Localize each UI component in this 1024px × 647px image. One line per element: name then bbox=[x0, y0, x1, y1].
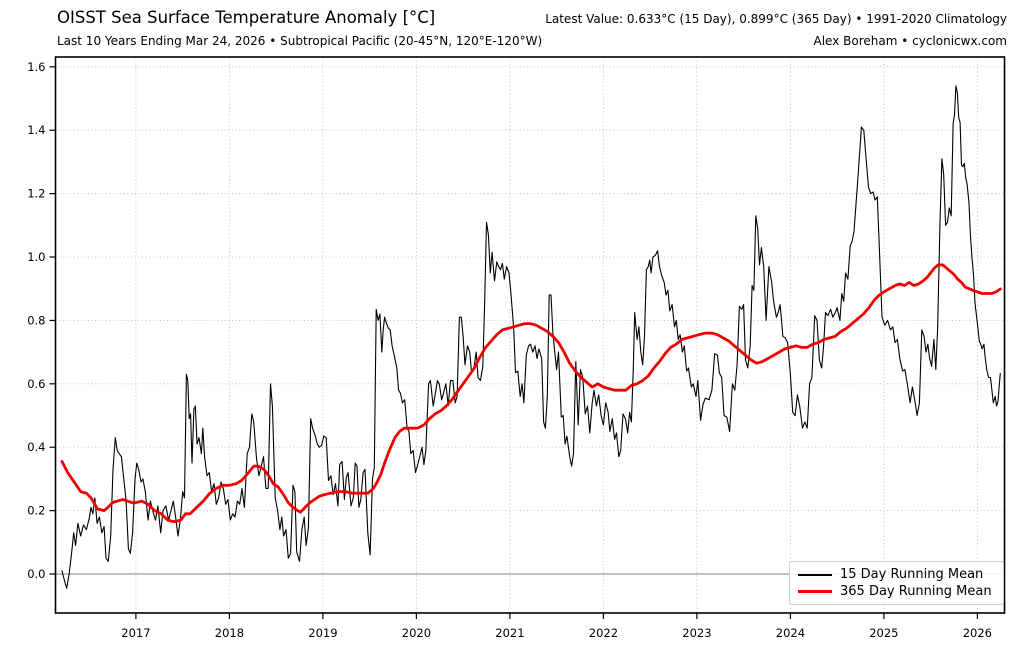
y-tick-label: 0.4 bbox=[27, 440, 45, 454]
legend-label-15-day: 15 Day Running Mean bbox=[840, 567, 984, 582]
legend: 15 Day Running Mean 365 Day Running Mean bbox=[789, 561, 1004, 605]
red-line-swatch bbox=[798, 589, 832, 594]
legend-label-365-day: 365 Day Running Mean bbox=[840, 584, 992, 599]
legend-item-15-day: 15 Day Running Mean bbox=[798, 567, 995, 582]
y-tick-label: 0.2 bbox=[27, 504, 45, 518]
x-tick-label: 2022 bbox=[589, 626, 618, 640]
credit-text: Alex Boreham • cyclonicwx.com bbox=[813, 34, 1007, 48]
x-tick-label: 2017 bbox=[121, 626, 150, 640]
x-tick-label: 2025 bbox=[869, 626, 898, 640]
axis-tick-labels: 2017 2018 2019 2020 2021 2022 2023 2024 2025 2026… bbox=[27, 60, 992, 640]
x-tick-label: 2020 bbox=[402, 626, 431, 640]
x-tick-label: 2019 bbox=[308, 626, 337, 640]
y-tick-label: 0.8 bbox=[27, 313, 45, 327]
axis-ticks bbox=[49, 66, 978, 619]
legend-item-365-day: 365 Day Running Mean bbox=[798, 584, 995, 599]
latest-value-text: Latest Value: 0.633°C (15 Day), 0.899°C … bbox=[545, 12, 1007, 26]
y-tick-label: 1.6 bbox=[27, 60, 45, 74]
y-tick-label: 0.0 bbox=[27, 567, 45, 581]
y-tick-label: 1.4 bbox=[27, 123, 45, 137]
y-tick-label: 1.0 bbox=[27, 250, 45, 264]
plot-frame bbox=[54, 56, 1006, 614]
x-tick-label: 2024 bbox=[776, 626, 805, 640]
black-line-swatch bbox=[798, 573, 832, 576]
series-line-15-day bbox=[61, 85, 1001, 589]
chart-subtitle: Last 10 Years Ending Mar 24, 2026 • Subt… bbox=[57, 34, 543, 48]
x-tick-label: 2026 bbox=[963, 626, 992, 640]
x-tick-label: 2021 bbox=[495, 626, 524, 640]
series-line-365-day bbox=[60, 263, 1002, 524]
page-title: OISST Sea Surface Temperature Anomaly [°… bbox=[57, 8, 436, 27]
gridlines bbox=[55, 57, 1005, 613]
y-tick-label: 1.2 bbox=[27, 187, 45, 201]
x-tick-label: 2018 bbox=[215, 626, 244, 640]
y-tick-label: 0.6 bbox=[27, 377, 45, 391]
x-tick-label: 2023 bbox=[682, 626, 711, 640]
